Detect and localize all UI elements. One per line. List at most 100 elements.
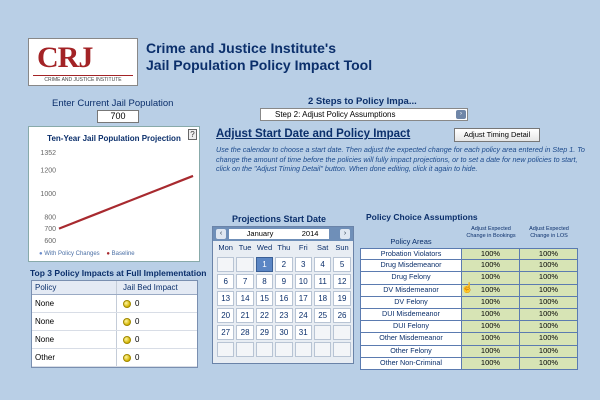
calendar-day[interactable]: 15: [255, 291, 274, 306]
calendar-day[interactable]: 27: [217, 325, 235, 340]
adjust-title: Adjust Start Date and Policy Impact: [216, 128, 411, 140]
row-impact-value: 0: [135, 298, 140, 308]
status-dot-icon: [123, 299, 131, 308]
calendar-day[interactable]: 18: [313, 291, 332, 306]
bookings-input[interactable]: 100%: [462, 308, 520, 322]
calendar-day[interactable]: 29: [255, 325, 274, 340]
policy-row: DUI Misdemeanor 100% 100%: [360, 308, 578, 322]
calendar-day[interactable]: 4: [313, 257, 332, 272]
calendar-day[interactable]: 1: [255, 257, 274, 272]
chart-title: Ten-Year Jail Population Projection: [47, 134, 181, 143]
bookings-input[interactable]: 100%: [462, 248, 520, 261]
bookings-input[interactable]: 100%: [462, 333, 520, 346]
policy-area-label: DUI Felony: [360, 321, 462, 334]
policy-row: Probation Violators 100% 100%: [360, 248, 578, 261]
top3-header: Policy Jail Bed Impact: [32, 281, 197, 295]
calendar-day[interactable]: 31: [294, 325, 312, 340]
los-input[interactable]: 100%: [520, 308, 578, 322]
policy-row: Other Non-Criminal 100% 100%: [360, 357, 578, 370]
calendar-day[interactable]: 28: [236, 325, 254, 340]
calendar-month-year[interactable]: January 2014: [229, 229, 329, 239]
calendar-day[interactable]: 20: [217, 308, 235, 323]
calendar-days: 1 2 3 4 5 6 7 8 9 10 11 12 13 14 15 16 17 18 19 20 21 22 23 24 2…: [216, 256, 352, 358]
calendar-day[interactable]: 13: [217, 291, 235, 306]
bookings-input[interactable]: 100%: [462, 296, 520, 309]
row-impact-value: 0: [135, 334, 140, 344]
help-icon[interactable]: ?: [188, 129, 197, 140]
calendar-month: January: [246, 229, 274, 238]
calendar-day[interactable]: 17: [294, 291, 312, 306]
policy-area-label: Drug Felony: [360, 272, 462, 285]
calendar-day[interactable]: 24: [294, 308, 312, 323]
app-title: Crime and Justice Institute's Jail Popul…: [146, 40, 372, 74]
col-bookings: Adjust Expected Change in Bookings: [466, 226, 516, 239]
calendar-day[interactable]: 16: [275, 291, 293, 306]
bookings-input[interactable]: 100%: [462, 345, 520, 358]
calendar-empty-cell: [236, 257, 254, 272]
calendar-day[interactable]: 9: [275, 274, 293, 289]
los-input[interactable]: 100%: [520, 321, 578, 334]
calendar-day[interactable]: 5: [333, 257, 351, 272]
calendar-year: 2014: [301, 229, 319, 238]
calendar-day[interactable]: 19: [333, 291, 351, 306]
calendar-day[interactable]: 25: [313, 308, 332, 323]
policy-area-label: Probation Violators: [360, 248, 462, 261]
weekday-label: Sat: [317, 243, 329, 252]
y-tick-label: 700: [44, 226, 56, 233]
los-input[interactable]: 100%: [520, 272, 578, 285]
top3-table: Policy Jail Bed Impact None 0 None 0 None 0 Ot…: [31, 280, 198, 368]
calendar-day[interactable]: 3: [294, 257, 312, 272]
bookings-input[interactable]: 100%: [462, 321, 520, 334]
instructions-text: Use the calendar to choose a start date.…: [216, 145, 585, 173]
legend-baseline: Baseline: [111, 251, 135, 257]
policy-row: Drug Felony 100% 100%: [360, 272, 578, 285]
calendar-day[interactable]: 26: [333, 308, 351, 323]
los-input[interactable]: 100%: [520, 248, 578, 261]
projection-chart: ? Ten-Year Jail Population Projection 60…: [28, 126, 200, 262]
weekday-label: Fri: [298, 243, 308, 252]
policy-area-label: Drug Misdemeanor: [360, 260, 462, 273]
calendar-day[interactable]: 2: [275, 257, 293, 272]
los-input[interactable]: 100%: [520, 333, 578, 346]
calendar-day[interactable]: 10: [294, 274, 312, 289]
bookings-input[interactable]: 100%: [462, 260, 520, 273]
steps-dropdown[interactable]: Step 2: Adjust Policy Assumptions ›: [260, 108, 468, 121]
bookings-input[interactable]: 100%: [462, 357, 520, 370]
col-policy-areas: Policy Areas: [390, 237, 432, 246]
next-month-icon[interactable]: ›: [340, 229, 350, 239]
calendar-day[interactable]: 30: [275, 325, 293, 340]
bookings-input[interactable]: 100%: [462, 284, 520, 297]
calendar-day[interactable]: 22: [255, 308, 274, 323]
calendar-day[interactable]: 7: [236, 274, 254, 289]
policy-row: DUI Felony 100% 100%: [360, 321, 578, 334]
calendar-day[interactable]: 6: [217, 274, 235, 289]
los-input[interactable]: 100%: [520, 284, 578, 297]
population-input[interactable]: 700: [97, 110, 139, 123]
adjust-timing-button[interactable]: Adjust Timing Detail: [454, 128, 540, 142]
los-input[interactable]: 100%: [520, 260, 578, 273]
policy-row: Other Felony 100% 100%: [360, 345, 578, 358]
prev-month-icon[interactable]: ‹: [216, 229, 226, 239]
calendar-day[interactable]: 12: [333, 274, 351, 289]
app-title-line2: Jail Population Policy Impact Tool: [146, 57, 373, 73]
app-title-line1: Crime and Justice Institute's: [146, 40, 337, 56]
bookings-input[interactable]: 100%: [462, 272, 520, 285]
weekday-label: Mon: [218, 243, 233, 252]
calendar-header: ‹ January 2014 ›: [213, 227, 353, 241]
calendar-day[interactable]: 21: [236, 308, 254, 323]
calendar-empty-cell: [333, 325, 351, 340]
table-row: Other 0: [32, 349, 197, 367]
chart-legend: ● With Policy Changes ● Baseline: [39, 251, 135, 257]
row-impact: 0: [117, 313, 197, 330]
status-dot-icon: [123, 353, 131, 362]
calendar-day[interactable]: 11: [313, 274, 332, 289]
calendar-day[interactable]: 14: [236, 291, 254, 306]
row-policy: Other: [32, 349, 117, 366]
los-input[interactable]: 100%: [520, 296, 578, 309]
los-input[interactable]: 100%: [520, 345, 578, 358]
los-input[interactable]: 100%: [520, 357, 578, 370]
logo-text: CRJ: [37, 41, 93, 74]
calendar-day[interactable]: 23: [275, 308, 293, 323]
chevron-right-icon[interactable]: ›: [456, 110, 466, 119]
calendar-day[interactable]: 8: [255, 274, 274, 289]
